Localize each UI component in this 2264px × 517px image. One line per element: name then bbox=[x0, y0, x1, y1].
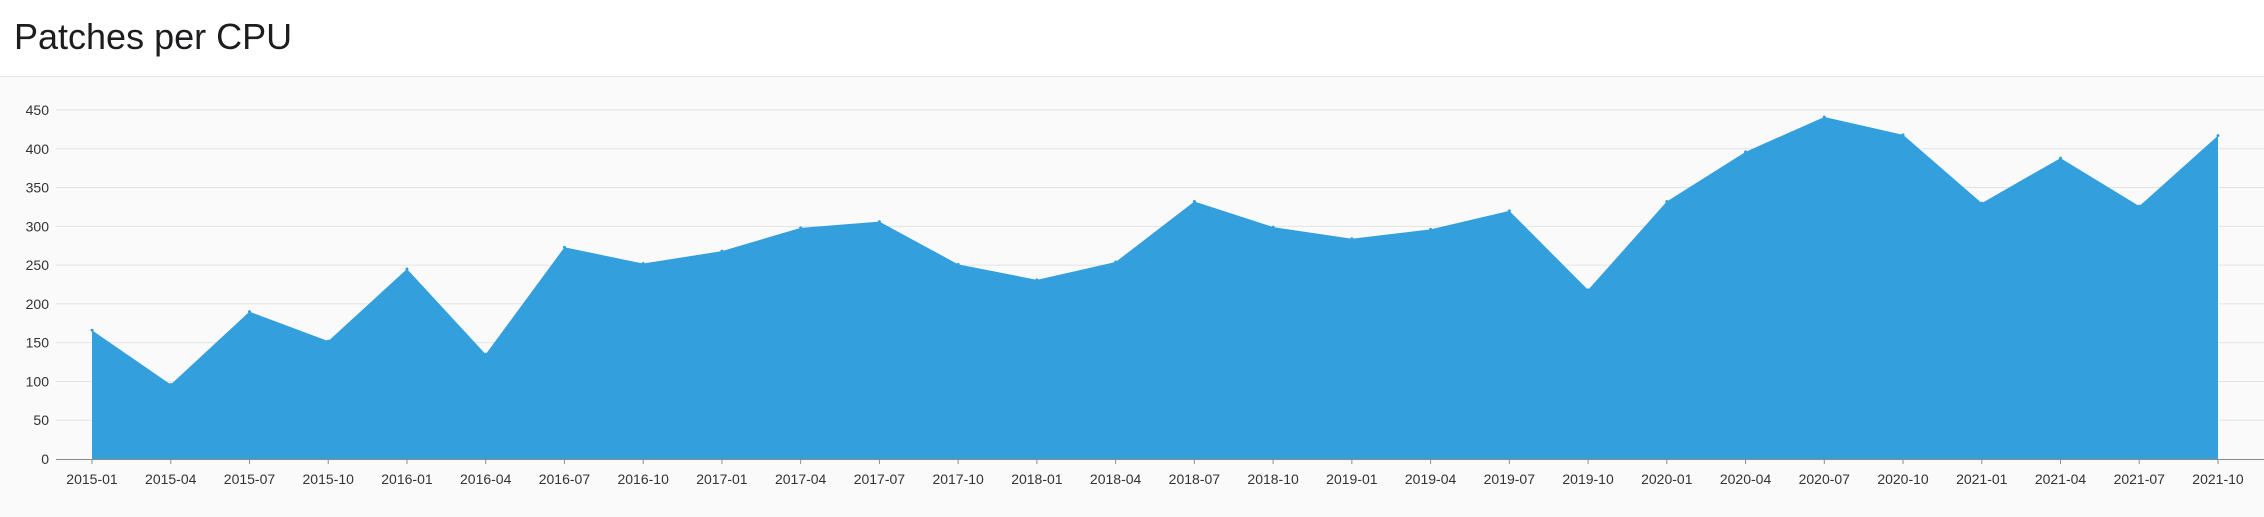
data-point bbox=[2059, 156, 2063, 160]
data-point bbox=[1665, 200, 1669, 204]
y-tick-label: 0 bbox=[41, 451, 49, 467]
data-point bbox=[1429, 227, 1433, 231]
x-axis-ticks: 2015-01 2015-04 2015-07 2015-10 2016-01 2016-… bbox=[66, 459, 2244, 487]
x-tick-label: 2018-10 bbox=[1247, 471, 1299, 487]
x-tick-label: 2015-04 bbox=[145, 471, 197, 487]
x-tick-label: 2017-01 bbox=[696, 471, 748, 487]
x-tick-label: 2019-10 bbox=[1562, 471, 1614, 487]
data-point bbox=[1744, 150, 1748, 154]
x-tick-label: 2020-01 bbox=[1641, 471, 1693, 487]
y-axis-ticks: 0 50 100 150 200 250 300 350 400 450 bbox=[26, 102, 50, 467]
data-point bbox=[877, 220, 881, 224]
y-tick-label: 100 bbox=[26, 373, 50, 389]
y-tick-label: 50 bbox=[33, 412, 49, 428]
x-tick-label: 2015-10 bbox=[303, 471, 355, 487]
x-tick-label: 2020-04 bbox=[1720, 471, 1772, 487]
y-tick-label: 150 bbox=[26, 335, 50, 351]
data-point bbox=[1901, 133, 1905, 137]
data-point bbox=[720, 249, 724, 253]
header: Patches per CPU bbox=[0, 0, 2264, 77]
data-point bbox=[562, 245, 566, 249]
x-tick-label: 2019-07 bbox=[1484, 471, 1536, 487]
x-tick-label: 2017-10 bbox=[932, 471, 984, 487]
page-title: Patches per CPU bbox=[14, 16, 293, 57]
data-point bbox=[641, 262, 645, 266]
data-point bbox=[2216, 134, 2220, 138]
data-point bbox=[1980, 201, 1984, 205]
x-tick-label: 2021-07 bbox=[2114, 471, 2166, 487]
data-point bbox=[1586, 288, 1590, 292]
y-tick-label: 400 bbox=[26, 141, 50, 157]
data-point bbox=[1035, 278, 1039, 282]
y-tick-label: 300 bbox=[26, 218, 50, 234]
x-tick-label: 2017-07 bbox=[854, 471, 906, 487]
y-tick-label: 250 bbox=[26, 257, 50, 273]
x-tick-label: 2021-10 bbox=[2192, 471, 2244, 487]
x-tick-label: 2021-01 bbox=[1956, 471, 2008, 487]
x-tick-label: 2015-07 bbox=[224, 471, 276, 487]
x-tick-label: 2016-07 bbox=[539, 471, 591, 487]
data-point bbox=[2137, 204, 2141, 208]
x-tick-label: 2019-04 bbox=[1405, 471, 1457, 487]
x-tick-label: 2019-01 bbox=[1326, 471, 1378, 487]
x-tick-label: 2020-10 bbox=[1877, 471, 1929, 487]
x-tick-label: 2018-07 bbox=[1169, 471, 1221, 487]
data-point bbox=[90, 328, 94, 332]
data-point bbox=[1114, 260, 1118, 264]
y-tick-label: 350 bbox=[26, 180, 50, 196]
data-point bbox=[956, 262, 960, 266]
x-tick-label: 2017-04 bbox=[775, 471, 827, 487]
data-point bbox=[799, 226, 803, 230]
x-tick-label: 2015-01 bbox=[66, 471, 118, 487]
x-tick-label: 2016-04 bbox=[460, 471, 512, 487]
y-tick-label: 200 bbox=[26, 296, 50, 312]
data-point bbox=[169, 383, 173, 387]
series-area-fill bbox=[92, 116, 2218, 460]
data-point bbox=[405, 267, 409, 271]
x-tick-label: 2016-10 bbox=[617, 471, 669, 487]
y-tick-label: 450 bbox=[26, 102, 50, 118]
data-point bbox=[1822, 115, 1826, 119]
x-tick-label: 2020-07 bbox=[1799, 471, 1851, 487]
x-tick-label: 2018-01 bbox=[1011, 471, 1063, 487]
data-point bbox=[1271, 225, 1275, 229]
data-point bbox=[1507, 209, 1511, 213]
x-tick-label: 2021-04 bbox=[2035, 471, 2087, 487]
data-point bbox=[484, 352, 488, 356]
data-point bbox=[326, 339, 330, 343]
x-tick-label: 2016-01 bbox=[381, 471, 433, 487]
data-point bbox=[1350, 237, 1354, 241]
data-point bbox=[247, 310, 251, 314]
x-tick-label: 2018-04 bbox=[1090, 471, 1142, 487]
data-point bbox=[1192, 200, 1196, 204]
series-area bbox=[90, 115, 2220, 460]
